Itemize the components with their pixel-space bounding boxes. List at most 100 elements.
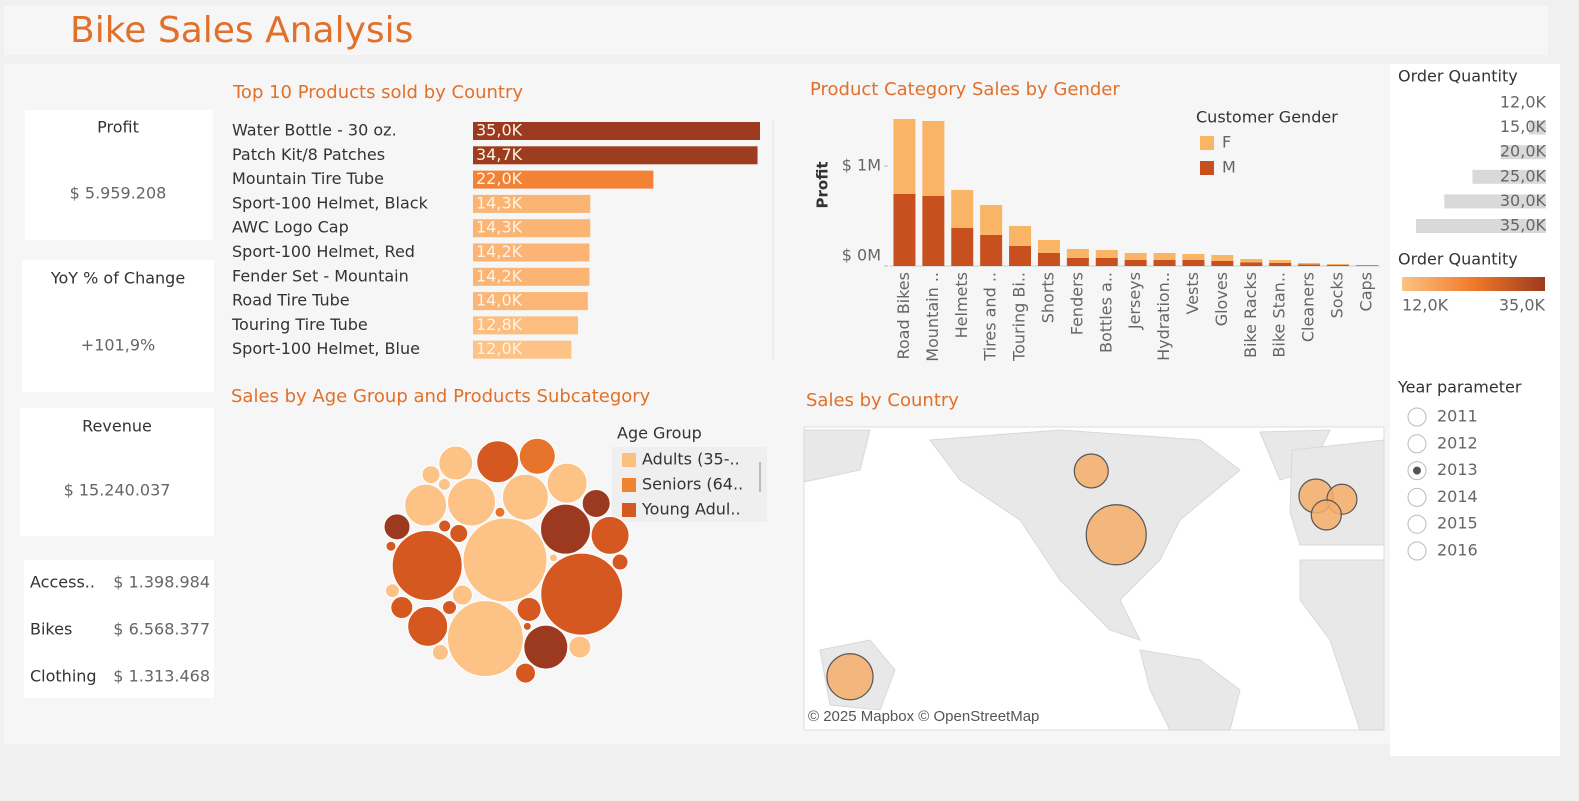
legend-label: 12,0K [1402, 296, 1449, 315]
map-bubble [826, 653, 874, 701]
bar-segment [1326, 265, 1349, 266]
bubble [540, 503, 592, 555]
chart-title: Top 10 Products sold by Country [232, 82, 523, 103]
radio[interactable] [1407, 434, 1427, 454]
bubble [383, 513, 411, 541]
bubble [523, 624, 569, 670]
legend-swatch [622, 503, 636, 517]
data-label: 14,2K [476, 242, 523, 261]
bar-segment [1153, 253, 1176, 260]
kpi-value: $ 15.240.037 [64, 481, 171, 500]
bar-segment [1355, 265, 1378, 266]
bubble [540, 552, 624, 636]
x-tick-label: Bike Racks [1241, 272, 1260, 358]
bubble [404, 483, 448, 527]
category-label: Bikes [30, 620, 72, 639]
bar-segment [1066, 258, 1089, 266]
data-label: 35,0K [476, 121, 523, 140]
bar [473, 122, 760, 140]
x-tick-label: Hydration.. [1154, 272, 1173, 361]
bar-segment [922, 196, 945, 266]
bar-segment [1095, 258, 1118, 266]
radio[interactable] [1407, 541, 1427, 561]
bar [473, 340, 572, 359]
bar-segment [980, 205, 1003, 235]
bubble [407, 605, 449, 647]
bubble [446, 600, 524, 678]
size-legend-bar [1529, 120, 1546, 135]
page-title: Bike Sales Analysis [70, 10, 413, 51]
bubble [451, 584, 473, 606]
chart-title: Product Category Sales by Gender [810, 79, 1120, 100]
data-label: 14,3K [476, 193, 523, 212]
y-tick-label: Patch Kit/8 Patches [232, 145, 385, 164]
category-value: $ 1.398.984 [113, 573, 210, 592]
category-value: $ 1.313.468 [113, 667, 210, 686]
bubble [437, 477, 451, 491]
bar-segment [1182, 260, 1205, 266]
bar [473, 316, 578, 335]
bar-segment [893, 194, 916, 266]
chart-title: Sales by Age Group and Products Subcateg… [231, 386, 651, 407]
y-tick-label: $ 1M [842, 156, 881, 175]
bubble [611, 553, 629, 571]
size-legend-bar [1416, 219, 1546, 233]
radio-label[interactable]: 2013 [1437, 460, 1478, 479]
bubble [384, 583, 400, 599]
header [4, 6, 1548, 55]
bubble [390, 596, 414, 620]
bar-segment [951, 228, 974, 266]
radio-label[interactable]: 2015 [1437, 514, 1478, 533]
y-axis-title: Profit [814, 162, 832, 209]
kpi-label: Profit [97, 118, 139, 137]
legend-title: Customer Gender [1196, 108, 1338, 127]
bubble [494, 506, 506, 518]
y-tick-label: Road Tire Tube [232, 291, 350, 310]
y-tick-label: Sport-100 Helmet, Red [232, 242, 415, 261]
kpi-label: YoY % of Change [50, 269, 185, 288]
bar-segment [893, 119, 916, 194]
legend-label: 30,0K [1500, 191, 1547, 210]
x-tick-label: Touring Bi.. [1010, 272, 1029, 362]
bar-segment [1211, 261, 1234, 266]
bar [473, 219, 591, 238]
radio-label[interactable]: 2011 [1437, 407, 1478, 426]
bar-segment [1095, 250, 1118, 258]
bubble [501, 473, 549, 521]
legend-swatch [1200, 136, 1214, 150]
bubble [518, 437, 556, 475]
bubble [546, 462, 588, 504]
radio[interactable] [1407, 514, 1427, 534]
legend-label: Young Adul.. [641, 500, 741, 519]
x-tick-label: Bottles a.. [1096, 272, 1115, 353]
legend-box [612, 447, 767, 522]
kpi-card [22, 260, 214, 392]
legend-title: Order Quantity [1398, 67, 1518, 86]
kpi-label: Revenue [82, 417, 152, 436]
legend-swatch [622, 453, 636, 467]
radio-label[interactable]: 2014 [1437, 487, 1478, 506]
bubble [462, 517, 548, 603]
y-tick-label: Fender Set - Mountain [232, 266, 409, 285]
bar [473, 243, 590, 262]
legend-title: Order Quantity [1398, 250, 1518, 269]
radio-label[interactable]: 2016 [1437, 541, 1478, 560]
radio-label[interactable]: 2012 [1437, 433, 1478, 452]
legend-label: 35,0K [1500, 216, 1547, 235]
bubble [514, 662, 536, 684]
radio[interactable] [1407, 407, 1427, 427]
radio[interactable] [1407, 487, 1427, 507]
filter-title: Year parameter [1397, 378, 1522, 397]
chart-title: Sales by Country [806, 390, 959, 411]
bar-segment [980, 235, 1003, 266]
data-label: 12,0K [476, 339, 523, 358]
y-tick-label: $ 0M [842, 246, 881, 265]
bar-segment [1153, 260, 1176, 266]
category-revenue: Access.. $ 1.398.984 Bikes $ 6.568.377 Cloth… [30, 573, 210, 686]
bar-segment [1124, 253, 1147, 260]
bar [473, 267, 590, 286]
size-legend-bar [1472, 169, 1546, 184]
category-value: $ 6.568.377 [113, 620, 210, 639]
x-tick-label: Gloves [1212, 272, 1231, 326]
